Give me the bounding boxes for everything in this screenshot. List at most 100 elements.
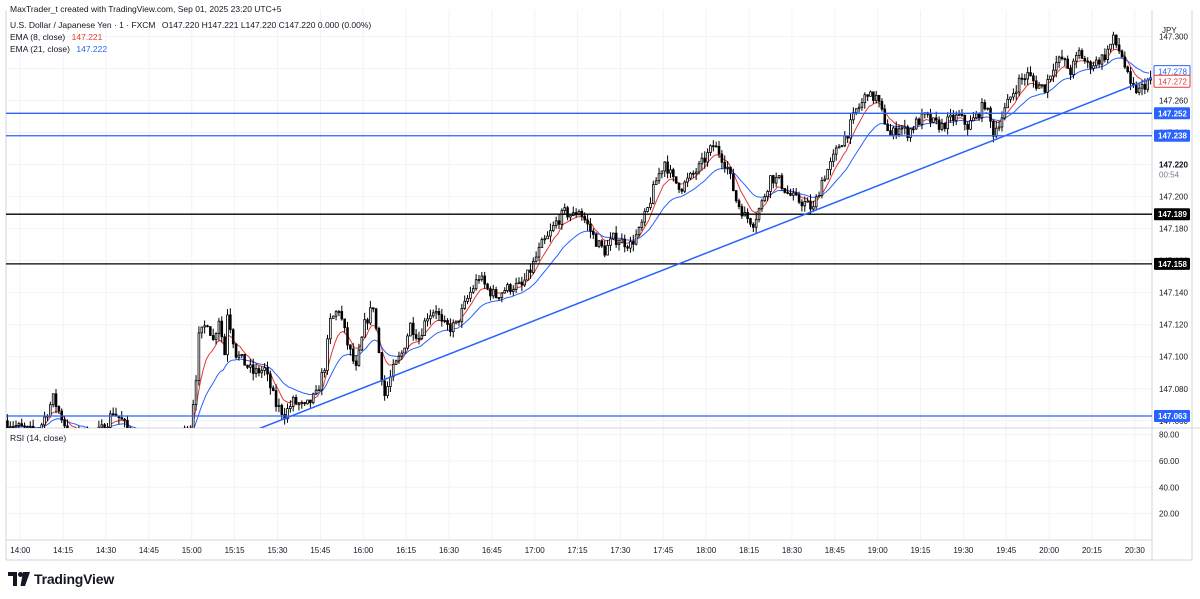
countdown-label: 00:54 <box>1159 171 1180 180</box>
candle-body <box>874 94 878 101</box>
candle <box>337 309 341 317</box>
level-badge-147.189 <box>1154 208 1190 221</box>
candle-body <box>54 393 58 407</box>
candle <box>886 119 889 132</box>
candle <box>797 191 801 205</box>
candle-body <box>1054 62 1058 71</box>
candle-body <box>400 352 404 357</box>
candle <box>363 312 366 338</box>
candle-body <box>843 135 847 147</box>
candle <box>557 214 561 230</box>
candle-body <box>357 349 361 366</box>
candle-body <box>409 322 412 337</box>
candle-body <box>323 370 326 373</box>
candle <box>1083 55 1087 64</box>
ema-badge-text-1: 147.272 <box>1158 77 1187 86</box>
candle-body <box>754 218 758 228</box>
candle <box>603 240 607 258</box>
candle <box>520 276 524 292</box>
candle <box>683 180 687 193</box>
candle-body <box>940 122 944 130</box>
candle <box>752 222 755 233</box>
candle-body <box>23 425 26 428</box>
candle <box>989 106 992 129</box>
candle-body <box>257 368 261 374</box>
candle <box>560 208 564 230</box>
candle <box>540 237 544 248</box>
candle-body <box>634 234 638 245</box>
candle-body <box>1137 87 1141 93</box>
candle-body <box>852 112 855 121</box>
candle <box>234 343 238 360</box>
candle <box>597 239 601 249</box>
candle <box>66 419 69 428</box>
candle <box>746 208 749 224</box>
candle-body <box>366 319 369 324</box>
candle <box>1069 64 1072 81</box>
candle-body <box>689 172 692 179</box>
candle-body <box>406 335 409 349</box>
candle <box>360 336 364 351</box>
candle <box>917 117 921 125</box>
candle-body <box>509 284 512 292</box>
candle <box>291 395 295 412</box>
price-tick-label: 147.100 <box>1159 353 1188 362</box>
candle <box>614 226 618 248</box>
symbol-title[interactable]: U.S. Dollar / Japanese Yen · 1 · FXCM <box>10 20 156 30</box>
plot-background <box>6 10 1152 560</box>
candle-body <box>1120 50 1124 58</box>
candle-body <box>914 118 918 130</box>
candle <box>672 167 675 182</box>
candle <box>720 150 724 169</box>
ema8-legend[interactable]: EMA (8, close) 147.221 <box>10 32 102 43</box>
candle-body <box>520 281 524 286</box>
candle <box>551 221 555 233</box>
candle-body <box>420 335 424 340</box>
candle-body <box>977 113 981 119</box>
candle-body <box>769 175 772 192</box>
candle-body <box>6 420 9 428</box>
rsi-tick-label: 80.00 <box>1159 431 1180 440</box>
candle-body <box>1009 96 1012 100</box>
candle <box>197 326 201 386</box>
candle <box>694 168 698 180</box>
candle <box>1077 47 1081 60</box>
candle-body <box>460 307 464 323</box>
candle-body <box>546 235 549 240</box>
candle-body <box>880 100 884 110</box>
candle-body <box>429 315 432 320</box>
candle-body <box>43 416 46 426</box>
rsi-legend[interactable]: RSI (14, close) <box>10 433 66 444</box>
candle <box>414 329 418 341</box>
candle <box>703 151 707 169</box>
candle-body <box>57 406 61 412</box>
candle <box>443 315 446 324</box>
candle-body <box>706 152 709 163</box>
candle <box>626 244 629 252</box>
candle <box>937 116 941 133</box>
candle-body <box>1034 80 1038 89</box>
candle <box>183 425 186 428</box>
candle-body <box>712 145 715 148</box>
tradingview-logo[interactable]: TradingView <box>8 570 114 588</box>
candle-body <box>726 166 729 169</box>
candle <box>780 172 784 191</box>
candle <box>26 425 29 428</box>
ema21-legend[interactable]: EMA (21, close) 147.222 <box>10 44 107 55</box>
candle-body <box>929 114 932 123</box>
candle-body <box>732 173 735 192</box>
candle <box>123 417 126 428</box>
candle-body <box>1100 54 1104 65</box>
candle-body <box>354 360 358 366</box>
candle-body <box>534 256 538 262</box>
candle-body <box>766 191 769 197</box>
candle-body <box>557 220 561 225</box>
candle-body <box>500 292 504 299</box>
candle-body <box>1017 77 1021 93</box>
candle <box>866 94 869 102</box>
candle <box>271 385 275 392</box>
time-tick-label: 19:45 <box>996 546 1017 555</box>
candle-body <box>417 337 421 340</box>
candle <box>832 149 835 167</box>
